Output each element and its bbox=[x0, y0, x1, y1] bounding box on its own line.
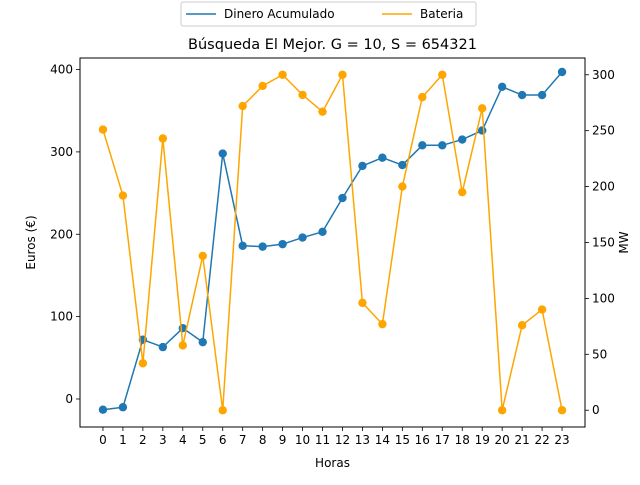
x-tick-label: 5 bbox=[199, 433, 207, 447]
data-point-bateria bbox=[158, 134, 168, 143]
data-point-dinero-acumulado bbox=[458, 135, 467, 144]
x-tick-label: 22 bbox=[534, 433, 549, 447]
x-tick-label: 8 bbox=[259, 433, 267, 447]
data-point-dinero-acumulado bbox=[298, 233, 307, 242]
data-point-bateria bbox=[258, 81, 267, 91]
right-y-tick-label: 250 bbox=[592, 124, 615, 138]
data-point-bateria bbox=[138, 359, 148, 368]
x-tick-label: 15 bbox=[395, 433, 410, 447]
data-point-bateria bbox=[458, 187, 467, 197]
x-tick-label: 9 bbox=[279, 433, 287, 447]
data-point-dinero-acumulado bbox=[398, 160, 407, 170]
series-layer bbox=[98, 67, 567, 415]
data-point-bateria bbox=[98, 125, 108, 134]
data-point-bateria bbox=[318, 107, 327, 116]
x-tick-label: 7 bbox=[239, 433, 247, 447]
data-point-bateria bbox=[497, 406, 507, 415]
right-y-tick-label: 0 bbox=[592, 403, 600, 417]
data-point-dinero-acumulado bbox=[338, 193, 347, 203]
x-tick-label: 2 bbox=[139, 433, 147, 447]
data-point-bateria bbox=[118, 191, 128, 200]
x-tick-label: 11 bbox=[315, 433, 330, 447]
data-point-dinero-acumulado bbox=[438, 141, 447, 150]
data-point-dinero-acumulado bbox=[537, 90, 547, 100]
data-point-dinero-acumulado bbox=[497, 82, 507, 92]
x-tick-label: 20 bbox=[495, 433, 510, 447]
left-y-tick-label: 0 bbox=[65, 392, 73, 406]
data-point-dinero-acumulado bbox=[418, 141, 427, 150]
data-point-bateria bbox=[378, 319, 387, 329]
data-point-bateria bbox=[478, 104, 487, 113]
data-point-dinero-acumulado bbox=[158, 342, 168, 352]
left-y-axis-label: Euros (€) bbox=[24, 215, 38, 269]
left-y-tick-label: 400 bbox=[50, 63, 73, 77]
data-point-bateria bbox=[178, 341, 187, 350]
x-tick-label: 16 bbox=[415, 433, 430, 447]
data-point-bateria bbox=[537, 305, 547, 314]
data-point-dinero-acumulado bbox=[517, 90, 527, 100]
data-point-dinero-acumulado bbox=[238, 241, 247, 250]
left-y-tick-label: 300 bbox=[50, 145, 73, 159]
x-tick-label: 14 bbox=[375, 433, 390, 447]
x-tick-label: 6 bbox=[219, 433, 227, 447]
data-point-dinero-acumulado bbox=[198, 337, 207, 347]
data-point-dinero-acumulado bbox=[557, 67, 567, 77]
x-tick-label: 21 bbox=[514, 433, 529, 447]
legend: Dinero Acumulado Bateria bbox=[180, 1, 477, 27]
right-y-tick-label: 150 bbox=[592, 236, 615, 250]
x-tick-label: 19 bbox=[475, 433, 490, 447]
left-y-tick-label: 100 bbox=[50, 310, 73, 324]
x-axis-ticks: 0 1 2 3 4 5 6 7 8 9 10 11 12 13 14 15 16 17 18 19 20 21 22 23 bbox=[99, 427, 570, 447]
data-point-dinero-acumulado bbox=[478, 126, 487, 135]
series-line-dinero-acumulado bbox=[102, 71, 563, 411]
data-point-bateria bbox=[517, 321, 527, 330]
data-point-bateria bbox=[557, 406, 567, 415]
left-y-tick-label: 200 bbox=[50, 227, 73, 241]
right-y-axis-label: MW bbox=[617, 231, 631, 253]
data-point-bateria bbox=[438, 70, 447, 79]
data-point-bateria bbox=[298, 90, 307, 100]
data-point-dinero-acumulado bbox=[258, 242, 267, 251]
data-point-bateria bbox=[358, 298, 367, 308]
data-point-dinero-acumulado bbox=[318, 227, 327, 236]
data-point-dinero-acumulado bbox=[98, 405, 108, 414]
right-y-tick-label: 100 bbox=[592, 291, 615, 305]
data-point-dinero-acumulado bbox=[358, 161, 367, 171]
data-point-bateria bbox=[238, 101, 247, 111]
x-tick-label: 12 bbox=[335, 433, 350, 447]
x-tick-label: 18 bbox=[455, 433, 470, 447]
right-y-tick-label: 300 bbox=[592, 68, 615, 82]
legend-label-bateria: Bateria bbox=[420, 7, 463, 21]
data-point-dinero-acumulado bbox=[118, 403, 128, 412]
x-axis-label: Horas bbox=[315, 456, 350, 470]
x-tick-label: 1 bbox=[119, 433, 127, 447]
x-tick-label: 23 bbox=[554, 433, 569, 447]
right-y-axis-ticks: 0 50 100 150 200 250 300 bbox=[585, 68, 615, 417]
data-point-bateria bbox=[418, 92, 427, 102]
data-point-bateria bbox=[198, 251, 207, 261]
x-tick-label: 3 bbox=[159, 433, 167, 447]
data-point-dinero-acumulado bbox=[378, 153, 387, 162]
data-point-bateria bbox=[218, 406, 227, 415]
data-point-bateria bbox=[398, 182, 407, 191]
x-tick-label: 4 bbox=[179, 433, 187, 447]
left-y-axis-ticks: 0 100 200 300 400 bbox=[50, 63, 80, 406]
x-tick-label: 13 bbox=[355, 433, 370, 447]
data-point-dinero-acumulado bbox=[278, 239, 287, 249]
data-point-dinero-acumulado bbox=[218, 149, 227, 158]
x-tick-label: 10 bbox=[295, 433, 310, 447]
data-point-bateria bbox=[278, 70, 287, 79]
series-line-bateria bbox=[102, 74, 563, 411]
right-y-tick-label: 50 bbox=[592, 347, 607, 361]
data-point-bateria bbox=[338, 70, 347, 79]
legend-label-dinero-acumulado: Dinero Acumulado bbox=[224, 7, 335, 21]
legend-box bbox=[180, 1, 477, 27]
right-y-tick-label: 200 bbox=[592, 180, 615, 194]
x-tick-label: 17 bbox=[435, 433, 450, 447]
chart-title: Búsqueda El Mejor. G = 10, S = 654321 bbox=[188, 37, 477, 53]
x-tick-label: 0 bbox=[99, 433, 107, 447]
